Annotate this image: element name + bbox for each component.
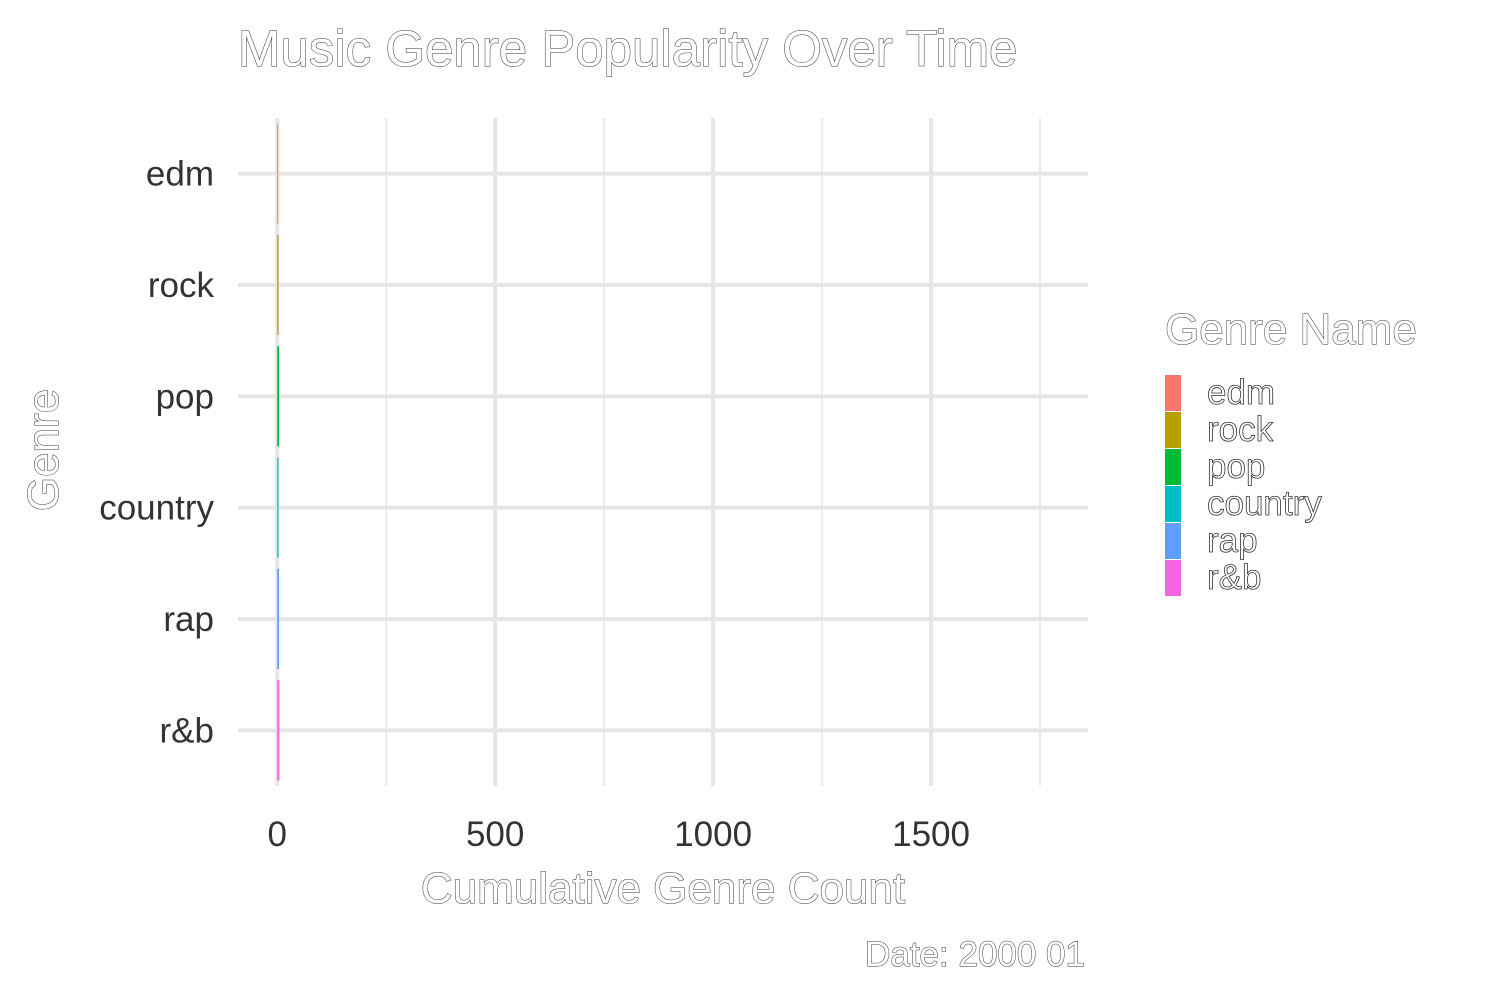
y-tick-label: rock <box>148 266 215 305</box>
legend-label: rock <box>1207 410 1274 449</box>
y-tick-label: country <box>99 489 214 528</box>
x-tick-label: 0 <box>267 815 286 854</box>
y-tick-labels: edm rock pop country rap r&b <box>99 155 214 751</box>
bar-edm <box>277 123 279 224</box>
y-tick-label: pop <box>156 377 214 416</box>
y-tick-label: edm <box>146 155 214 194</box>
legend-key-pop <box>1165 449 1181 485</box>
x-tick-label: 1500 <box>892 815 970 854</box>
legend-key-rock <box>1165 412 1181 448</box>
bars <box>277 123 280 781</box>
date-caption: Date: 2000 01 <box>865 935 1085 974</box>
grid <box>238 118 1088 786</box>
y-tick-label: rap <box>163 600 214 639</box>
legend-key-edm <box>1165 375 1181 411</box>
legend-title: Genre Name <box>1165 305 1417 354</box>
legend-label: edm <box>1207 373 1275 412</box>
bar-rock <box>277 234 279 336</box>
x-tick-labels: 0 500 1000 1500 <box>267 815 970 854</box>
bar-r&b <box>277 680 280 781</box>
bar-pop <box>277 346 279 447</box>
legend-key-r&b <box>1165 560 1181 596</box>
legend-label: country <box>1207 484 1322 523</box>
legend-label: r&b <box>1207 558 1261 597</box>
bar-country <box>277 457 279 558</box>
legend-key-country <box>1165 486 1181 522</box>
legend-key-rap <box>1165 523 1181 559</box>
bar-rap <box>277 568 279 670</box>
legend-label: pop <box>1207 447 1265 486</box>
legend-label: rap <box>1207 521 1258 560</box>
chart-title: Music Genre Popularity Over Time <box>238 20 1017 77</box>
x-axis-label: Cumulative Genre Count <box>421 864 905 913</box>
x-tick-label: 500 <box>466 815 524 854</box>
x-tick-label: 1000 <box>674 815 752 854</box>
y-tick-label: r&b <box>160 711 214 750</box>
y-axis-label: Genre <box>19 389 68 511</box>
